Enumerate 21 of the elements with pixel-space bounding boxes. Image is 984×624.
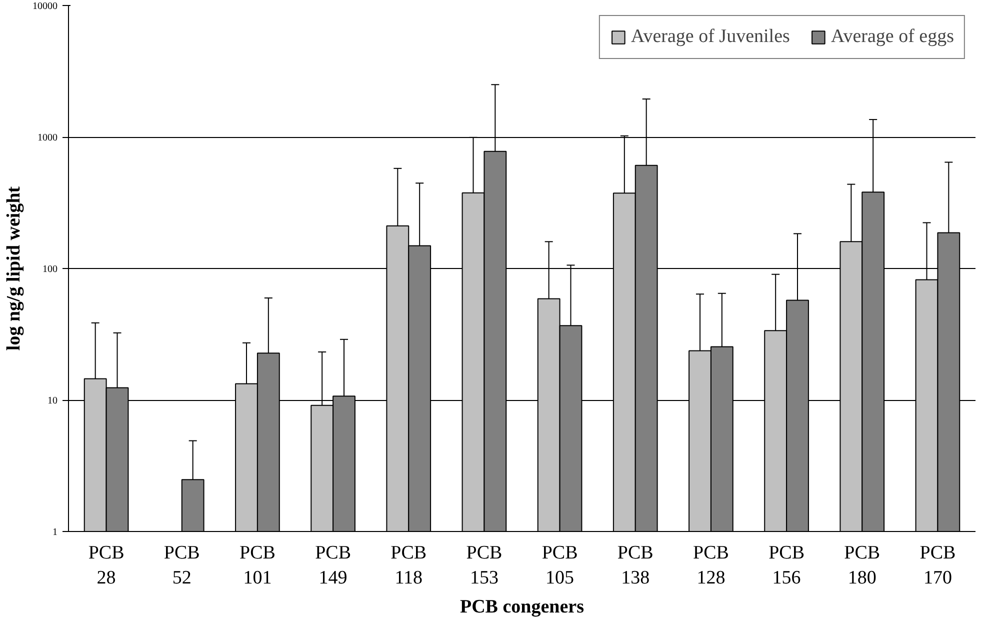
y-axis-title: log ng/g lipid weight [4, 186, 24, 351]
y-tick-label: 100 [42, 264, 58, 275]
x-tick-label: PCB 52 [164, 542, 200, 589]
y-tick-label: 1 [52, 527, 58, 538]
x-tick-label: PCB 149 [315, 542, 352, 589]
x-tick-label: PCB 28 [88, 542, 124, 589]
y-tick-label: 10000 [32, 1, 58, 12]
x-tick-label: PCB 101 [240, 542, 276, 589]
legend-label: Average of Juveniles [630, 26, 790, 48]
x-axis-title: PCB congeners [460, 596, 584, 618]
y-tick-label: 10 [48, 396, 58, 406]
x-tick-label: PCB 153 [466, 542, 502, 589]
legend-label: Average of eggs [830, 26, 954, 48]
x-tick-label: PCB 180 [844, 542, 880, 589]
y-tick-label: 1000 [38, 132, 58, 144]
x-tick-label: PCB 128 [693, 542, 729, 589]
x-tick-label: PCB 118 [390, 542, 427, 589]
x-tick-label: PCB 170 [920, 542, 956, 589]
x-tick-label: PCB 105 [542, 542, 578, 589]
x-tick-label: PCB 156 [768, 542, 805, 589]
x-tick-label: PCB 138 [617, 542, 654, 589]
